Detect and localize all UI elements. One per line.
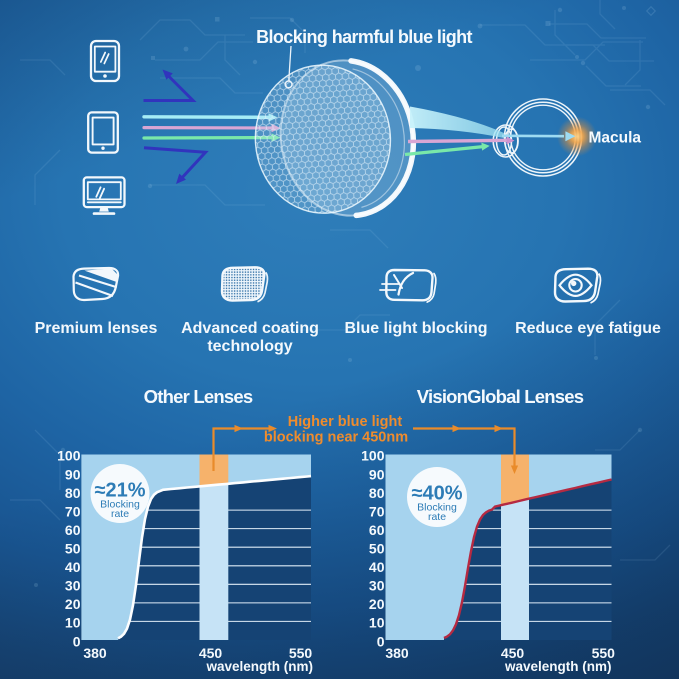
- svg-text:10: 10: [65, 615, 81, 631]
- svg-text:550: 550: [592, 645, 616, 661]
- svg-text:90: 90: [65, 466, 81, 482]
- svg-text:Blocking harmful blue light: Blocking harmful blue light: [256, 27, 472, 47]
- svg-text:550: 550: [289, 645, 313, 661]
- svg-text:Blocking: Blocking: [100, 499, 140, 511]
- svg-text:rate: rate: [428, 511, 446, 523]
- svg-text:0: 0: [73, 633, 81, 649]
- svg-text:≈21%: ≈21%: [94, 480, 145, 502]
- svg-text:Other Lenses: Other Lenses: [144, 386, 253, 407]
- svg-text:60: 60: [369, 522, 385, 538]
- svg-text:VisionGlobal Lenses: VisionGlobal Lenses: [417, 386, 584, 407]
- svg-text:wavelength (nm): wavelength (nm): [504, 659, 612, 674]
- svg-text:20: 20: [369, 596, 385, 612]
- svg-text:Premium lenses: Premium lenses: [35, 320, 158, 337]
- svg-text:100: 100: [57, 448, 81, 464]
- svg-text:30: 30: [65, 578, 81, 594]
- svg-text:20: 20: [65, 596, 81, 612]
- svg-text:Macula: Macula: [589, 130, 642, 147]
- svg-text:Advanced coating: Advanced coating: [181, 320, 319, 337]
- svg-text:80: 80: [369, 485, 385, 501]
- svg-text:≈40%: ≈40%: [411, 483, 462, 505]
- svg-text:100: 100: [361, 448, 385, 464]
- svg-text:technology: technology: [207, 338, 292, 355]
- svg-text:Blocking: Blocking: [417, 502, 457, 514]
- svg-text:450: 450: [199, 645, 223, 661]
- svg-text:30: 30: [369, 578, 385, 594]
- svg-text:380: 380: [385, 645, 409, 661]
- svg-text:rate: rate: [111, 508, 129, 520]
- svg-text:blocking near 450nm: blocking near 450nm: [264, 430, 408, 446]
- svg-text:Reduce eye fatigue: Reduce eye fatigue: [515, 320, 661, 337]
- svg-text:50: 50: [369, 541, 385, 557]
- svg-text:70: 70: [65, 503, 81, 519]
- svg-text:450: 450: [501, 645, 525, 661]
- svg-text:380: 380: [83, 645, 107, 661]
- svg-text:40: 40: [369, 559, 385, 575]
- svg-text:0: 0: [377, 633, 385, 649]
- svg-text:40: 40: [65, 559, 81, 575]
- svg-text:60: 60: [65, 522, 81, 538]
- svg-text:70: 70: [369, 503, 385, 519]
- svg-text:50: 50: [65, 541, 81, 557]
- svg-text:Blue light blocking: Blue light blocking: [344, 320, 487, 337]
- svg-text:Higher blue light: Higher blue light: [288, 414, 403, 430]
- svg-text:90: 90: [369, 466, 385, 482]
- svg-text:80: 80: [65, 485, 81, 501]
- svg-text:wavelength (nm): wavelength (nm): [205, 659, 313, 674]
- svg-text:10: 10: [369, 615, 385, 631]
